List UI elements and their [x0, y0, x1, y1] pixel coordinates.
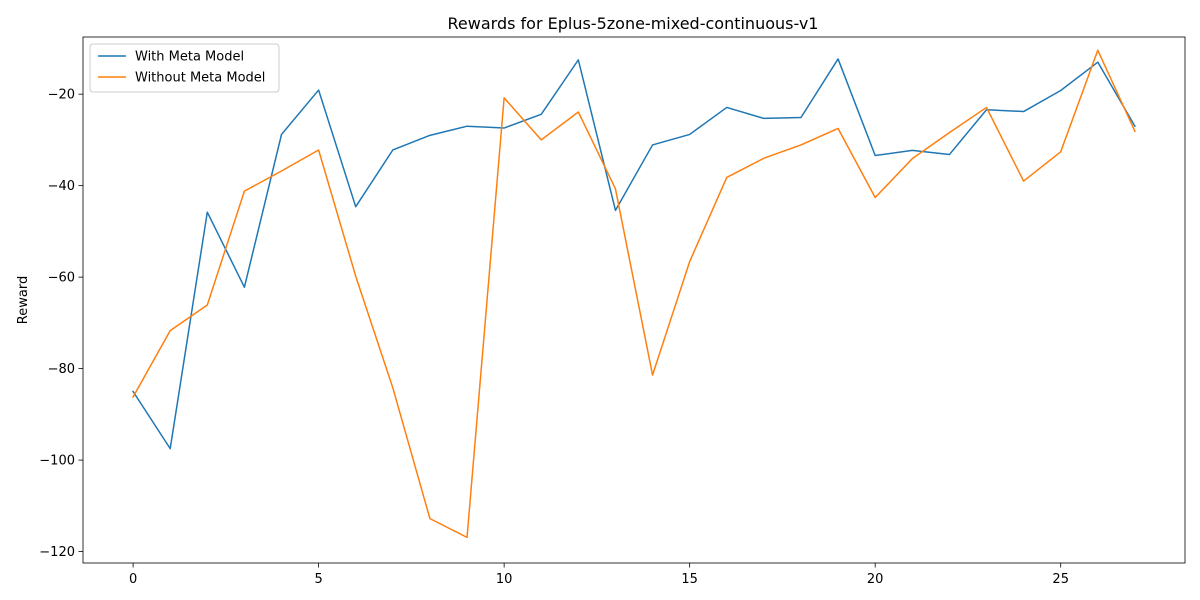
x-tick-label: 15	[681, 572, 698, 587]
axes-layer: 0 5 10 15 20 25 −120 −100 −80 −60 −40 −20	[39, 36, 1186, 587]
chart-title: Rewards for Eplus-5zone-mixed-continuous…	[448, 14, 819, 33]
series-line-2	[132, 49, 1136, 539]
y-tick-label: −120	[39, 545, 75, 560]
legend-label-2: Without Meta Model	[135, 71, 265, 86]
x-tick-label: 25	[1052, 572, 1069, 587]
y-tick-label: −20	[48, 88, 75, 103]
legend-box	[89, 43, 280, 93]
legend: With Meta Model Without Meta Model	[89, 43, 280, 93]
plot-frame	[82, 36, 1186, 564]
y-tick-label: −100	[39, 454, 75, 469]
series-layer	[132, 49, 1136, 539]
legend-label-1: With Meta Model	[135, 50, 244, 65]
y-tick-label: −60	[48, 271, 75, 286]
y-axis-label: Reward	[16, 276, 31, 324]
x-tick-label: 10	[496, 572, 513, 587]
x-tick-label: 5	[314, 572, 322, 587]
x-tick-label: 20	[867, 572, 884, 587]
y-tick-label: −80	[48, 362, 75, 377]
x-tick-label: 0	[129, 572, 137, 587]
series-line-1	[132, 58, 1136, 450]
y-tick-label: −40	[48, 179, 75, 194]
